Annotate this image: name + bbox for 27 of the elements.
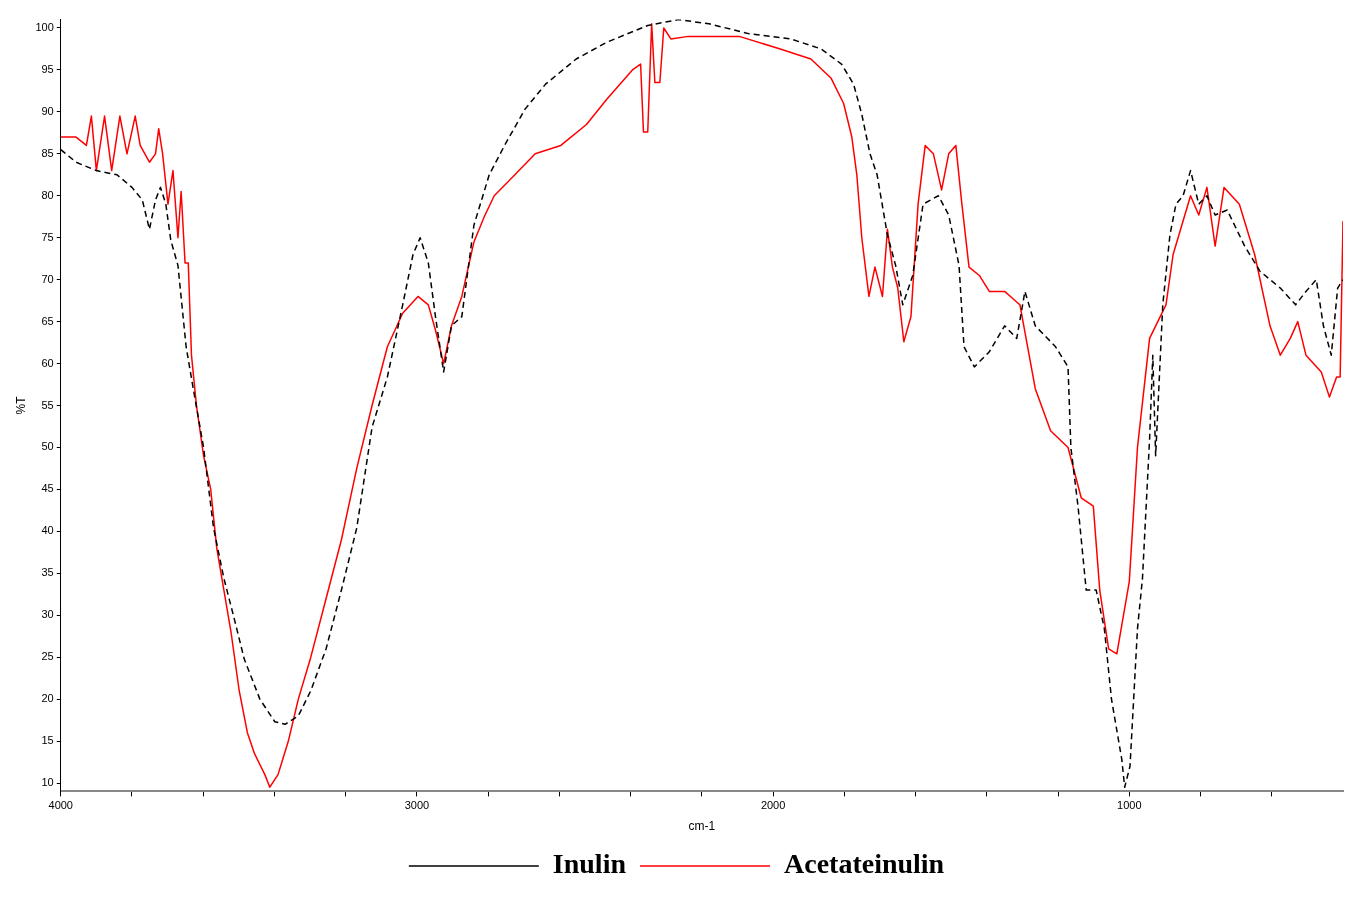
x-tick-label: 3000: [404, 799, 430, 812]
y-tick-label: 55: [41, 398, 54, 411]
y-tick-label: 60: [41, 356, 54, 369]
legend-label: Inulin: [552, 848, 627, 880]
y-tick-label: 20: [41, 692, 54, 705]
y-tick-label: 90: [41, 104, 54, 117]
y-tick-label: 10: [41, 776, 54, 789]
x-tick-label: 4000: [48, 799, 73, 812]
x-tick-label: 2000: [760, 799, 786, 812]
y-axis-title: %T: [13, 395, 28, 415]
y-tick-label: 25: [41, 650, 54, 663]
y-tick-label: 15: [41, 734, 54, 747]
y-tick-label: 100: [35, 21, 54, 34]
y-tick-label: 95: [41, 62, 54, 75]
y-tick-label: 40: [41, 524, 54, 537]
y-tick-label: 50: [41, 440, 54, 453]
y-tick-label: 85: [41, 146, 54, 159]
x-tick-label: 1000: [1117, 799, 1142, 812]
y-tick-label: 65: [41, 314, 54, 327]
legend-label: Acetateinulin: [783, 848, 945, 880]
y-tick-label: 70: [41, 272, 54, 285]
x-axis-title: cm-1: [688, 819, 716, 834]
y-tick-label: 45: [41, 482, 54, 495]
y-tick-label: 35: [41, 566, 54, 579]
y-tick-label: 75: [41, 230, 54, 243]
y-tick-label: 80: [41, 188, 54, 201]
y-tick-label: 30: [41, 608, 54, 621]
